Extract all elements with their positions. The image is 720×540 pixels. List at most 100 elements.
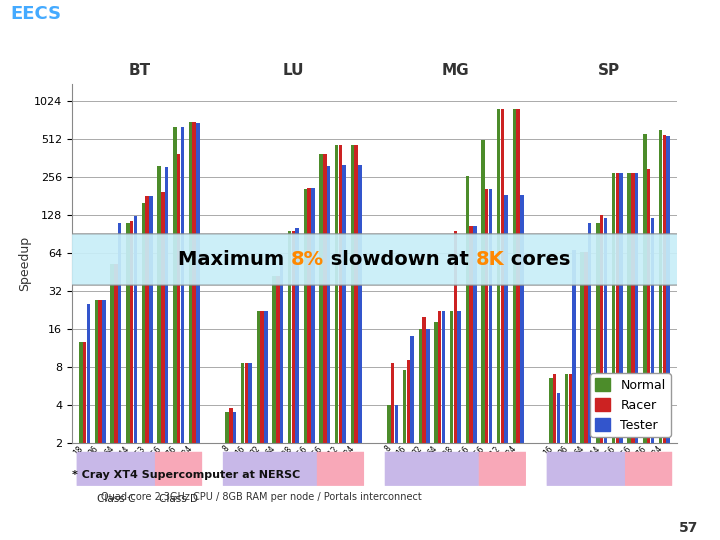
FancyBboxPatch shape (384, 452, 479, 486)
Bar (197, 123, 199, 540)
Bar (181, 127, 184, 540)
Bar (307, 188, 311, 540)
Bar (95, 300, 98, 540)
Bar (572, 249, 576, 540)
Bar (276, 276, 279, 540)
Bar (438, 312, 441, 540)
Text: SP: SP (598, 63, 621, 78)
Bar (596, 223, 600, 540)
Bar (473, 226, 477, 540)
Bar (261, 312, 264, 540)
Bar (391, 363, 395, 540)
Bar (233, 412, 236, 540)
FancyBboxPatch shape (76, 452, 155, 486)
Text: Class D: Class D (159, 494, 198, 504)
Bar (466, 176, 469, 540)
Bar (662, 135, 666, 540)
Bar (426, 329, 430, 540)
Bar (423, 316, 426, 540)
Bar (497, 109, 500, 540)
Bar (145, 196, 149, 540)
Bar (173, 126, 176, 540)
Bar (118, 223, 122, 540)
Bar (457, 312, 461, 540)
Bar (134, 216, 137, 540)
Bar (666, 136, 670, 540)
Bar (358, 165, 361, 540)
Bar (564, 374, 568, 540)
Bar (126, 223, 130, 540)
Bar (83, 342, 86, 540)
Bar (580, 252, 584, 540)
Bar (616, 173, 619, 540)
Bar (165, 167, 168, 540)
Bar (280, 254, 283, 540)
Bar (557, 393, 560, 540)
Bar (130, 221, 133, 540)
Bar (418, 329, 422, 540)
Bar (635, 173, 639, 540)
Bar (295, 228, 299, 540)
Text: LU: LU (283, 63, 304, 78)
Bar (403, 370, 406, 540)
Bar (292, 231, 295, 540)
Bar (441, 312, 445, 540)
Text: slowdown at: slowdown at (324, 249, 476, 269)
Bar (520, 194, 523, 540)
Bar (161, 192, 165, 540)
Bar (485, 189, 488, 540)
Bar (256, 312, 260, 540)
Bar (304, 189, 307, 540)
Bar (600, 215, 603, 540)
Bar (647, 169, 650, 540)
FancyBboxPatch shape (546, 452, 625, 486)
Bar (469, 226, 473, 540)
Bar (659, 130, 662, 540)
Bar (627, 173, 631, 540)
Bar (454, 231, 457, 540)
Bar (549, 378, 552, 540)
Bar (643, 134, 647, 540)
Bar (142, 202, 145, 540)
Bar (434, 322, 438, 540)
Bar (323, 154, 326, 540)
Bar (500, 109, 504, 540)
Text: BT: BT (128, 63, 150, 78)
Bar (513, 109, 516, 540)
Bar (343, 165, 346, 540)
Bar (110, 264, 114, 540)
Bar (189, 122, 192, 540)
Text: EECS: EECS (11, 5, 62, 23)
Text: 8%: 8% (291, 249, 324, 269)
Bar (619, 173, 623, 540)
Bar (264, 312, 268, 540)
FancyBboxPatch shape (479, 452, 526, 486)
Bar (387, 405, 391, 540)
Legend: Normal, Racer, Tester: Normal, Racer, Tester (590, 373, 670, 436)
Bar (651, 218, 654, 540)
FancyBboxPatch shape (625, 452, 672, 486)
Bar (584, 252, 588, 540)
Text: MG: MG (441, 63, 469, 78)
Text: Maximum: Maximum (178, 249, 291, 269)
Bar (102, 300, 106, 540)
Bar (603, 218, 607, 540)
Bar (481, 140, 485, 540)
Bar (177, 154, 180, 540)
FancyBboxPatch shape (155, 452, 202, 486)
Text: Quad-core 2.3GHz CPU / 8GB RAM per node / Portals interconnect: Quad-core 2.3GHz CPU / 8GB RAM per node … (101, 491, 421, 502)
Bar (407, 360, 410, 540)
Bar (335, 145, 338, 540)
Bar (99, 300, 102, 540)
Bar (489, 189, 492, 540)
Y-axis label: Speedup: Speedup (18, 235, 31, 291)
Bar (79, 342, 83, 540)
FancyBboxPatch shape (317, 452, 364, 486)
Bar (327, 166, 330, 540)
Text: 57: 57 (679, 521, 698, 535)
Bar (245, 363, 248, 540)
Bar (410, 336, 414, 540)
Bar (631, 173, 634, 540)
Bar (569, 374, 572, 540)
Bar (450, 312, 454, 540)
